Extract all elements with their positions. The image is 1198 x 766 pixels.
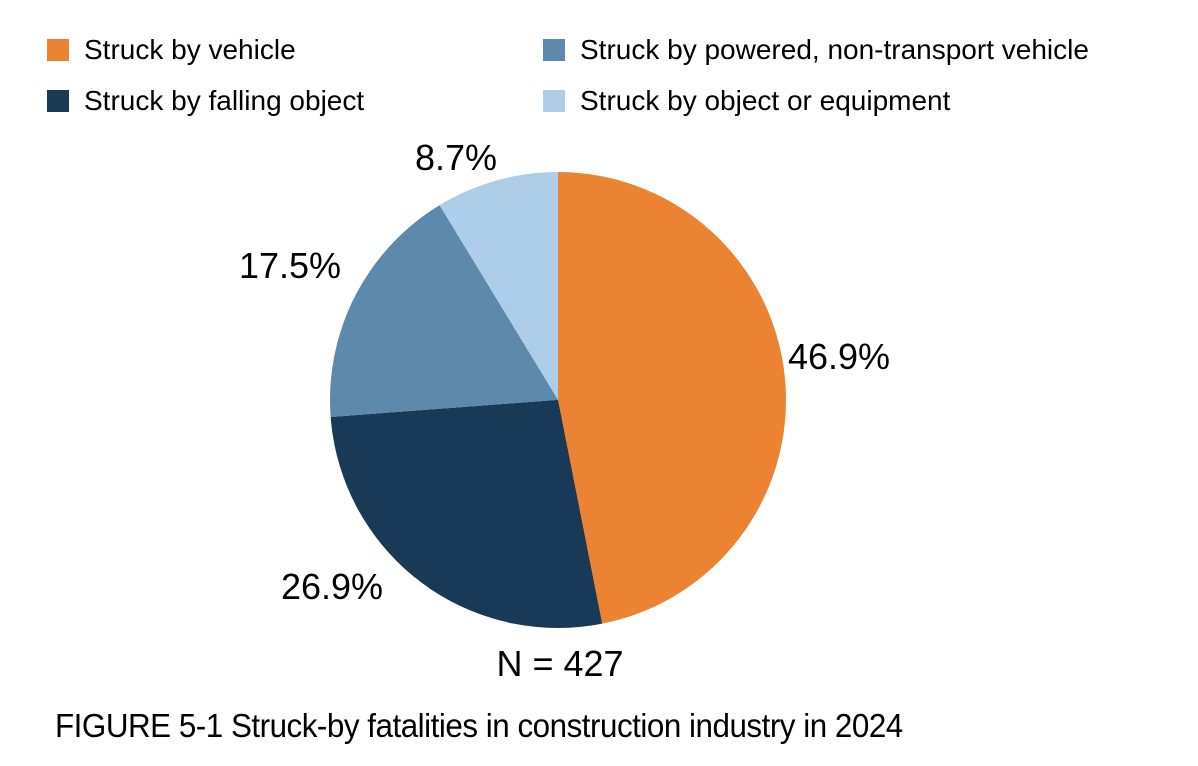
legend-item-struck-by-falling-object: Struck by falling object bbox=[47, 87, 364, 115]
legend-label: Struck by object or equipment bbox=[580, 85, 951, 116]
legend-item-struck-by-powered-non-transport-vehicle: Struck by powered, non-transport vehicle bbox=[543, 36, 1089, 64]
legend-label: Struck by powered, non-transport vehicle bbox=[580, 34, 1089, 65]
legend-swatch-navy bbox=[47, 90, 69, 112]
slice-label-struck-by-vehicle: 46.9% bbox=[787, 336, 891, 377]
slice-label-struck-by-object-or-equipment: 8.7% bbox=[414, 137, 498, 178]
pie-chart bbox=[330, 172, 786, 628]
legend-swatch-light-blue bbox=[543, 90, 565, 112]
legend-item-struck-by-vehicle: Struck by vehicle bbox=[47, 36, 296, 64]
legend-swatch-steel-blue bbox=[543, 39, 565, 61]
slice-label-struck-by-powered-non-transport-vehicle: 17.5% bbox=[238, 245, 342, 286]
sample-size-annotation: N = 427 bbox=[496, 643, 624, 684]
legend-swatch-orange bbox=[47, 39, 69, 61]
legend-label: Struck by vehicle bbox=[84, 34, 296, 65]
legend-item-struck-by-object-or-equipment: Struck by object or equipment bbox=[543, 87, 950, 115]
slice-label-struck-by-falling-object: 26.9% bbox=[280, 566, 384, 607]
legend-label: Struck by falling object bbox=[84, 85, 365, 116]
figure-caption: FIGURE 5-1 Struck-by fatalities in const… bbox=[55, 707, 903, 744]
